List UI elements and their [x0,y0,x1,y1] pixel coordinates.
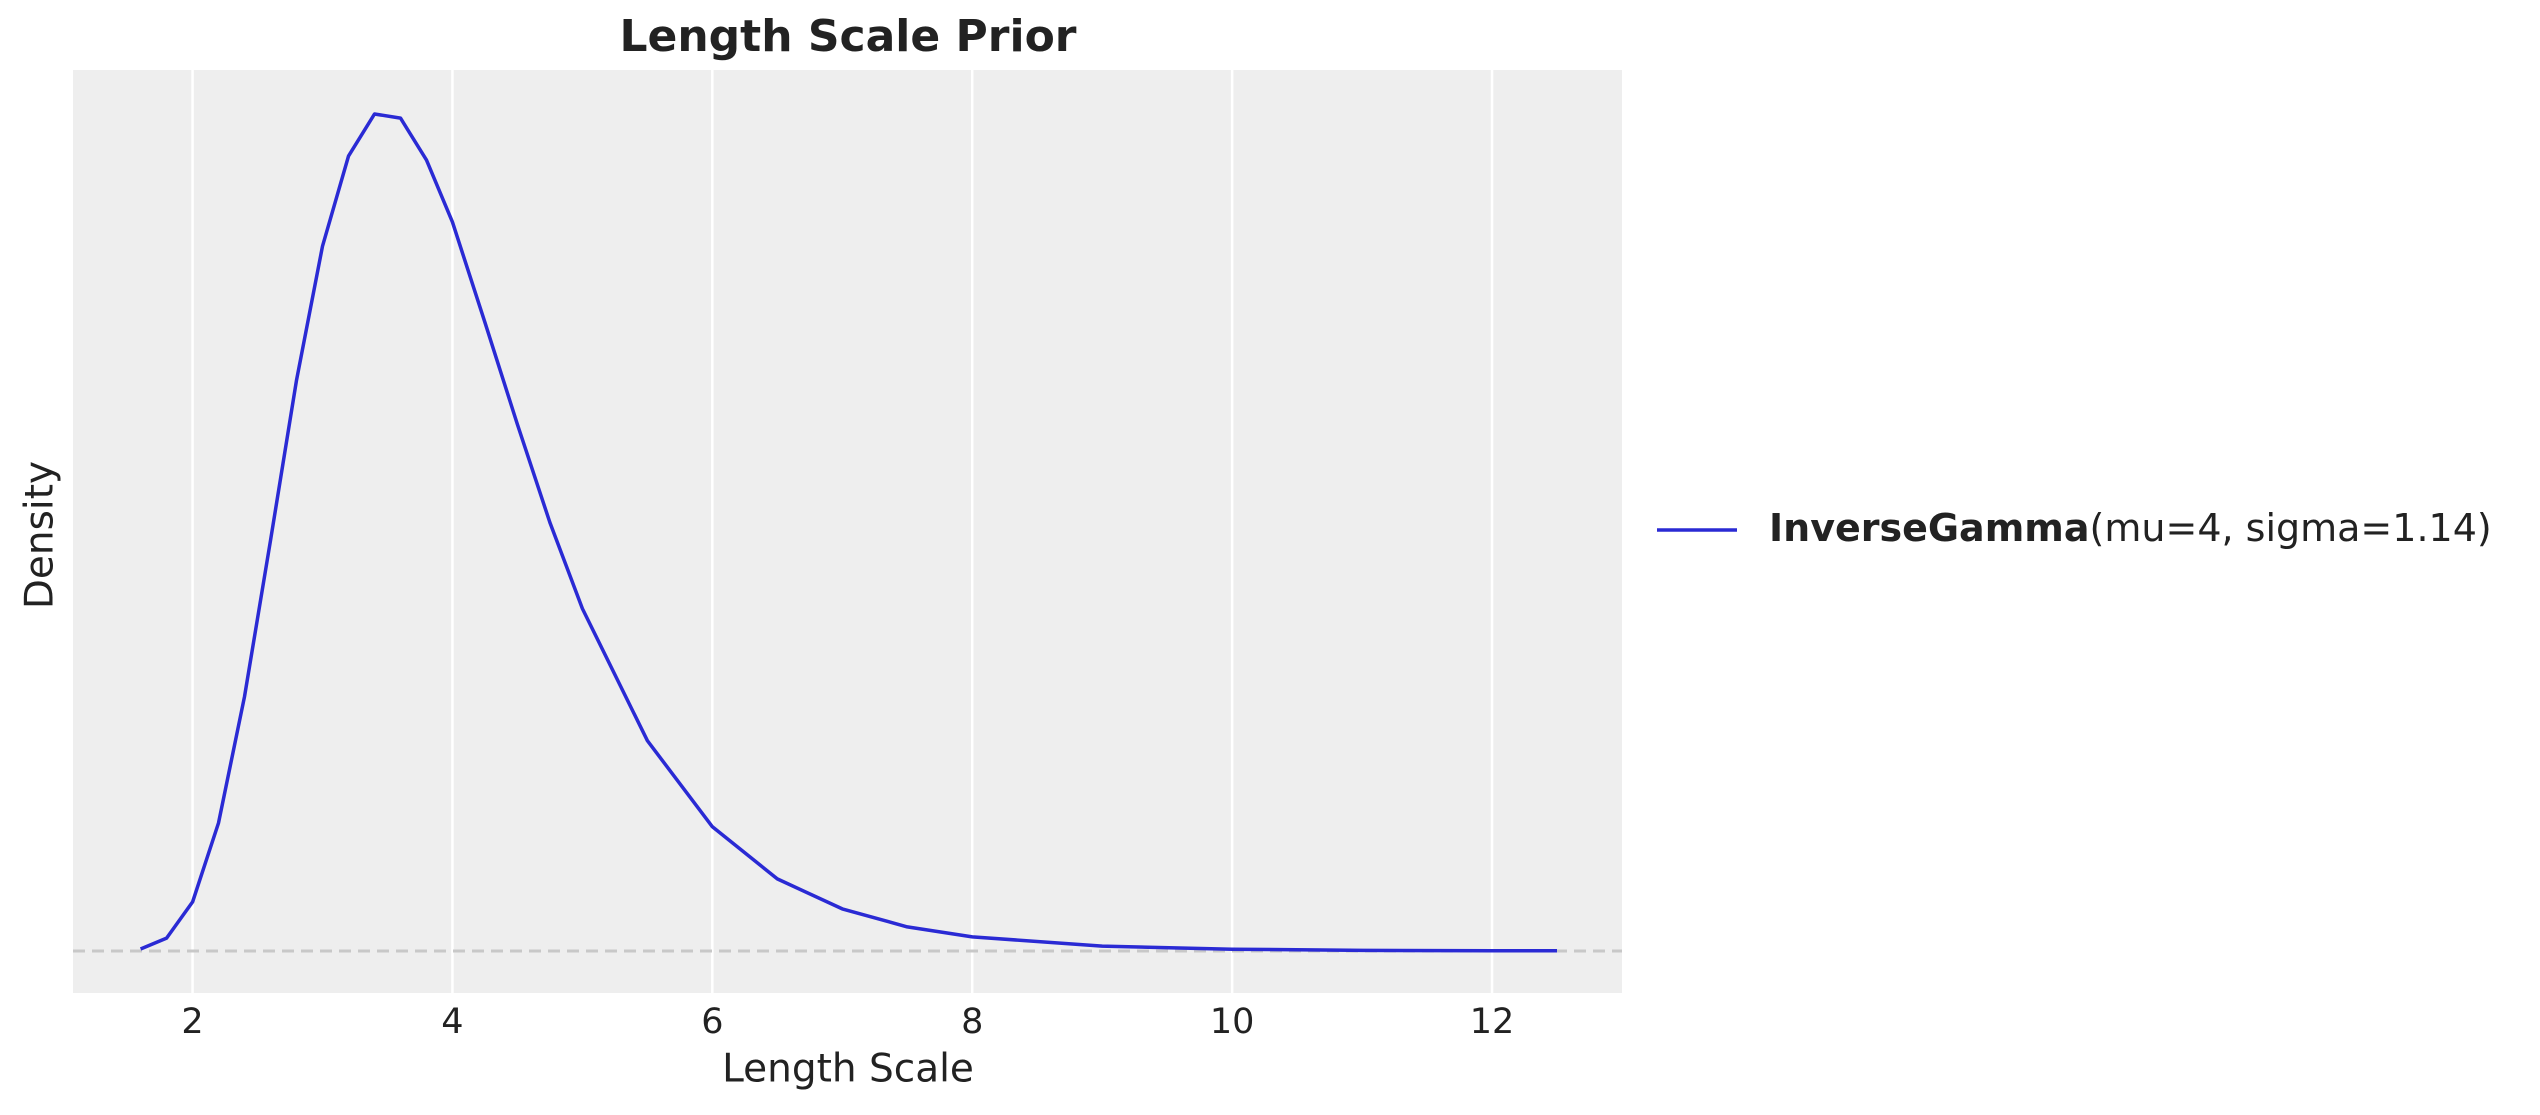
legend-params: (mu=4, sigma=1.14) [2090,506,2492,550]
x-axis-label: Length Scale [722,1047,974,1092]
plot-background [73,70,1622,993]
x-tick-label: 12 [1470,1002,1515,1042]
x-tick-label: 8 [961,1002,983,1042]
y-axis-label: Density [18,461,63,609]
legend-label: InverseGamma(mu=4, sigma=1.14) [1769,506,2492,550]
x-tick-label: 2 [181,1002,203,1042]
x-tick-label: 6 [701,1002,723,1042]
legend-name: InverseGamma [1769,506,2090,550]
density-line [139,112,1557,953]
chart-title: Length Scale Prior [619,11,1076,62]
x-tick-label: 10 [1210,1002,1255,1042]
x-tick-label: 4 [441,1002,463,1042]
